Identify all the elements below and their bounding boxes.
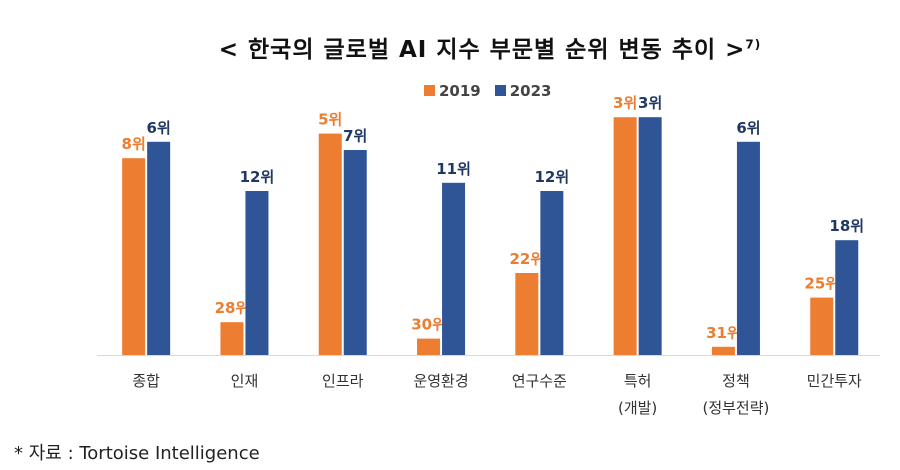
x-tick-label: 종합 [132,372,160,390]
data-label: 5위 [318,111,342,129]
bar-2023-7 [835,240,859,355]
data-label: 11위 [436,160,471,178]
x-tick-label: 특허 [624,372,652,390]
bar-2019-5 [613,117,637,355]
data-label: 30위 [411,316,446,334]
data-label: 18위 [829,217,864,235]
data-label: 8위 [122,135,146,153]
legend-item-2023: 2023 [494,82,552,100]
bar-2019-6 [711,346,735,355]
bar-2019-2 [318,133,342,355]
data-label: 25위 [804,275,839,293]
x-tick-label: 민간투자 [807,372,862,390]
bar-2023-0 [147,141,171,355]
data-label: 3위 [638,94,662,112]
bar-2023-3 [442,182,466,355]
x-tick-label: 인프라 [322,372,364,390]
data-label: 12위 [535,168,570,186]
bar-2023-1 [245,191,269,355]
x-tick-label: (개발) [618,399,657,417]
data-label: 3위 [613,94,637,112]
legend: 2019 2023 [424,82,552,100]
data-label: 22위 [510,250,545,268]
bar-2023-2 [343,150,367,355]
bar-2023-4 [540,191,564,355]
bar-2019-1 [220,322,244,355]
data-label: 7위 [343,127,367,145]
bar-2019-0 [122,158,146,355]
data-label: 28위 [215,299,250,317]
legend-item-2019: 2019 [424,82,481,100]
x-tick-label: 정책 [722,372,750,390]
bar-2023-6 [736,141,760,355]
x-tick-label: 운영환경 [413,372,468,390]
data-label: 12위 [240,168,275,186]
x-tick-label: 연구수준 [512,372,567,390]
data-label: 31위 [706,324,741,342]
source-footnote: * 자료 : Tortoise Intelligence [14,443,260,464]
chart-title: < 한국의 글로벌 AI 지수 부문별 순위 변동 추이 >7) [218,37,762,63]
bar-2019-4 [515,273,539,355]
data-label: 6위 [736,119,760,137]
x-tick-label: (정부전략) [702,399,769,417]
bar-2023-5 [638,117,662,355]
x-tick-label: 인재 [231,372,259,390]
bar-2019-7 [810,297,834,355]
data-label: 6위 [147,119,171,137]
bar-2019-3 [417,338,441,355]
